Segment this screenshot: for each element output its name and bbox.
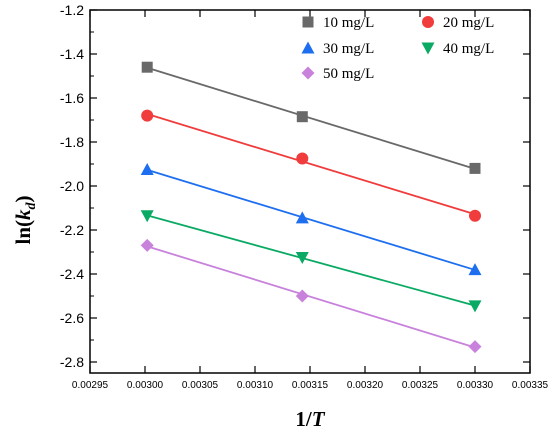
- data-point: [468, 263, 482, 276]
- legend-marker: [302, 16, 314, 28]
- legend-marker: [301, 66, 315, 80]
- data-point: [468, 300, 482, 313]
- fit-line: [146, 66, 476, 170]
- data-point: [296, 152, 309, 165]
- legend-marker: [421, 42, 435, 55]
- legend-label: 10 mg/L: [323, 15, 374, 31]
- data-point: [141, 61, 153, 73]
- x-tick-label: 0.00315: [292, 380, 329, 391]
- x-axis-title: 1/T: [295, 407, 325, 431]
- y-tick-label: -2.6: [60, 310, 84, 326]
- data-point: [469, 162, 481, 174]
- legend-marker: [301, 41, 315, 54]
- data-point: [140, 238, 154, 252]
- y-tick-label: -2.8: [60, 354, 84, 370]
- y-tick-label: -1.8: [60, 134, 84, 150]
- x-tick-label: 0.00325: [402, 380, 439, 391]
- x-tick-label: 0.00305: [182, 380, 219, 391]
- fit-line: [146, 214, 476, 307]
- x-tick-label: 0.00300: [127, 380, 164, 391]
- x-tick-label: 0.00330: [457, 380, 494, 391]
- fit-line: [146, 113, 476, 216]
- y-tick-label: -1.6: [60, 90, 84, 106]
- x-tick-label: 0.00295: [72, 380, 109, 391]
- data-point: [295, 289, 309, 303]
- data-point: [295, 211, 309, 224]
- data-point: [295, 252, 309, 264]
- data-point: [141, 109, 154, 122]
- legend-label: 50 mg/L: [323, 66, 374, 82]
- data-point: [469, 209, 481, 222]
- data-point: [296, 111, 308, 123]
- fit-line: [146, 169, 476, 271]
- x-tick-label: 0.00310: [237, 380, 274, 391]
- fit-line: [146, 245, 476, 349]
- data-point: [468, 340, 482, 354]
- data-point: [140, 210, 154, 223]
- legend-label: 20 mg/L: [443, 15, 494, 31]
- x-tick-label: 0.00335: [512, 380, 549, 391]
- y-tick-label: -2.2: [60, 222, 84, 238]
- y-tick-label: -2.4: [60, 266, 84, 282]
- y-axis-title: ln(kd): [11, 195, 39, 244]
- data-point: [140, 163, 154, 175]
- y-tick-label: -1.4: [60, 46, 84, 62]
- y-tick-label: -1.2: [60, 2, 84, 18]
- x-tick-label: 0.00320: [347, 380, 384, 391]
- plot-frame: [89, 9, 531, 374]
- legend-label: 30 mg/L: [323, 41, 374, 57]
- y-tick-label: -2.0: [60, 178, 84, 194]
- legend-marker: [422, 16, 434, 28]
- legend-label: 40 mg/L: [443, 41, 494, 57]
